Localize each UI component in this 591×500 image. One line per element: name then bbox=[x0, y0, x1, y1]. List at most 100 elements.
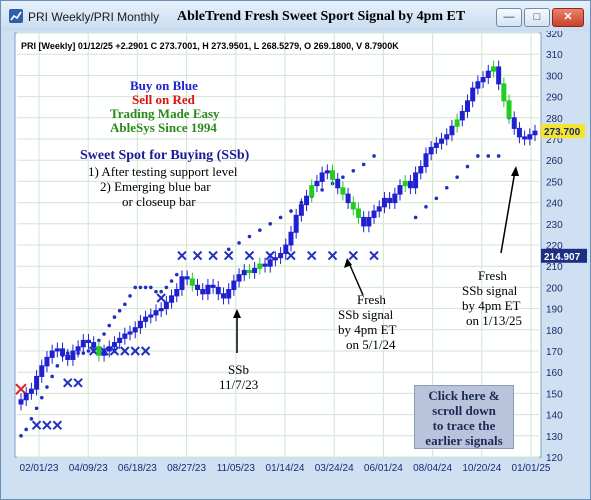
trace-signals-button[interactable]: Click here & scroll down to trace the ea… bbox=[414, 385, 514, 449]
y-tick-label: 140 bbox=[546, 411, 563, 422]
price-bar-body bbox=[506, 100, 512, 119]
price-bar-body bbox=[143, 316, 149, 322]
x-tick-label: 08/27/23 bbox=[167, 463, 206, 474]
stop-dot bbox=[268, 222, 273, 226]
stop-x-marker bbox=[244, 250, 255, 261]
x-tick-label: 01/14/24 bbox=[266, 463, 305, 474]
close-button[interactable]: ✕ bbox=[552, 8, 584, 27]
price-bar-body bbox=[184, 276, 190, 280]
stop-x-marker bbox=[192, 250, 203, 261]
stop-x-marker bbox=[31, 420, 42, 430]
stop-dot bbox=[320, 188, 324, 192]
stop-dot bbox=[112, 315, 117, 319]
y-tick-label: 230 bbox=[546, 220, 563, 231]
price-bar-body bbox=[210, 284, 216, 288]
y-tick-label: 120 bbox=[546, 453, 563, 464]
price-bar-body bbox=[85, 339, 91, 344]
price-bar-body bbox=[418, 166, 424, 174]
price-bar-body bbox=[137, 320, 143, 329]
chart-app-icon bbox=[9, 9, 23, 23]
price-bar-body bbox=[340, 187, 346, 195]
stop-x-marker bbox=[120, 346, 130, 356]
price-bar-body bbox=[496, 66, 502, 85]
stop-dot bbox=[361, 162, 366, 167]
stop-x-marker bbox=[327, 250, 338, 261]
maximize-button[interactable]: □ bbox=[524, 8, 550, 27]
fresh-may-line2: SSb signal bbox=[338, 307, 394, 322]
price-bar-body bbox=[262, 263, 268, 267]
stop-dot bbox=[55, 364, 60, 368]
stop-x-stroke bbox=[73, 378, 83, 388]
price-bar-body bbox=[532, 130, 538, 136]
fresh-may-line1: Fresh bbox=[357, 292, 386, 307]
stop-dot bbox=[133, 285, 138, 290]
price-bar-body bbox=[75, 346, 81, 352]
legend-since: AbleSys Since 1994 bbox=[110, 120, 217, 135]
stop-dot bbox=[424, 205, 428, 209]
stop-x-stroke bbox=[327, 250, 338, 261]
minimize-button[interactable]: — bbox=[496, 8, 522, 27]
stop-dot bbox=[258, 228, 262, 232]
level-price-box bbox=[541, 248, 587, 263]
x-tick-label: 02/01/23 bbox=[20, 463, 59, 474]
sweet-spot-line3: or closeup bar bbox=[122, 194, 196, 209]
fresh-may-line4: on 5/1/24 bbox=[346, 337, 396, 352]
y-tick-label: 250 bbox=[546, 177, 563, 188]
price-bar-body bbox=[70, 350, 76, 360]
stop-x-stroke bbox=[244, 250, 255, 261]
price-bar-body bbox=[319, 172, 325, 182]
stop-dot bbox=[278, 215, 283, 220]
price-bar-body bbox=[28, 388, 34, 394]
stop-dot bbox=[455, 175, 459, 179]
stop-x-stroke bbox=[192, 250, 203, 261]
y-tick-label: 150 bbox=[546, 389, 563, 400]
stop-x-marker bbox=[208, 250, 218, 261]
stop-x-stroke bbox=[307, 250, 317, 261]
current-price-box bbox=[541, 124, 585, 139]
price-bar-body bbox=[189, 278, 195, 286]
price-bar-body bbox=[527, 134, 533, 140]
stop-dot bbox=[372, 154, 376, 158]
price-bar-body bbox=[288, 231, 294, 246]
price-bar-body bbox=[397, 185, 403, 195]
price-bar-body bbox=[454, 119, 460, 127]
sweet-spot-line1: 1) After testing support level bbox=[88, 164, 238, 179]
price-bar-body bbox=[80, 339, 86, 348]
price-bar-body bbox=[106, 346, 112, 352]
price-bar-body bbox=[407, 180, 413, 189]
price-bar-body bbox=[516, 127, 522, 138]
price-bar-body bbox=[366, 216, 372, 227]
y-tick-label: 290 bbox=[546, 93, 563, 104]
ssb-nov-date: 11/7/23 bbox=[219, 377, 259, 392]
stop-x-stroke bbox=[63, 378, 73, 388]
price-bar-body bbox=[465, 100, 471, 112]
price-bar-body bbox=[304, 195, 310, 206]
price-bar-body bbox=[39, 365, 45, 377]
stop-x-marker bbox=[63, 378, 73, 388]
price-bar-body bbox=[371, 210, 377, 218]
price-bar-body bbox=[428, 146, 434, 155]
price-bar-body bbox=[439, 138, 445, 144]
price-bar-body bbox=[423, 153, 429, 168]
price-bar-body bbox=[215, 286, 221, 295]
price-bar-body bbox=[293, 214, 299, 233]
ohlc-header: PRI [Weekly] 01/12/25 +2.2901 C 273.7001… bbox=[21, 41, 399, 51]
stop-x-stroke bbox=[52, 420, 63, 430]
stop-dot bbox=[86, 349, 91, 353]
stop-dot bbox=[169, 279, 174, 283]
stop-dot bbox=[143, 285, 148, 290]
fresh-jan-line2: SSb signal bbox=[462, 283, 518, 298]
title-bar[interactable]: PRI Weekly/PRI Monthly AbleTrend Fresh S… bbox=[1, 1, 590, 31]
price-bar-body bbox=[480, 77, 486, 83]
stop-x-stroke bbox=[286, 250, 296, 261]
price-bar-body bbox=[23, 392, 29, 401]
price-bar-body bbox=[376, 206, 382, 212]
price-bar-body bbox=[309, 185, 315, 197]
stop-x-marker bbox=[307, 250, 317, 261]
stop-x-stroke bbox=[223, 250, 234, 261]
stop-x-marker bbox=[348, 250, 358, 261]
price-bar-body bbox=[60, 348, 66, 356]
y-tick-label: 160 bbox=[546, 368, 563, 379]
price-bar-body bbox=[485, 70, 491, 79]
arrow-head-fresh-jan bbox=[511, 166, 519, 176]
